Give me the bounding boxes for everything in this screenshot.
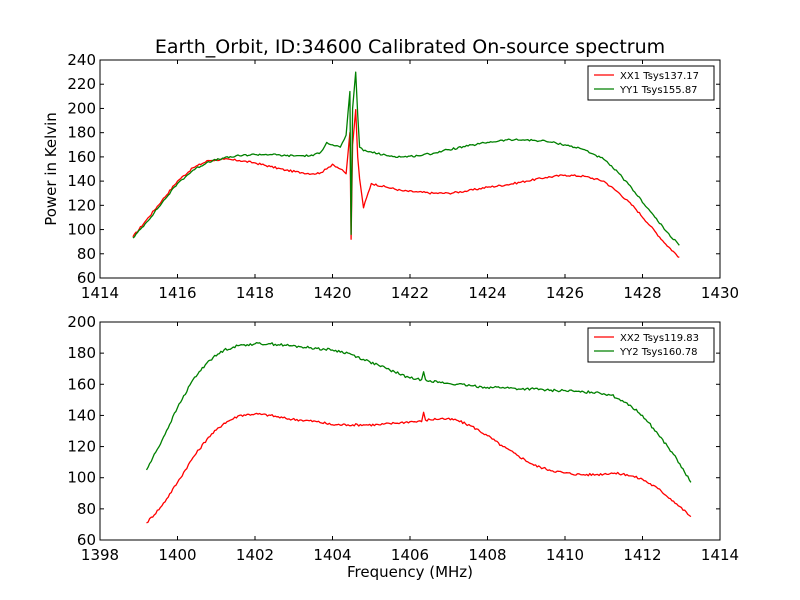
- y-tick-label: 120: [67, 438, 96, 456]
- y-tick-label: 140: [67, 406, 96, 424]
- x-tick-label: 1424: [468, 284, 506, 302]
- lower-plot: 1398 1400 1402 1404 1406 1408 1410 1412 1414 60 80…: [67, 313, 739, 564]
- x-tick-label: 1414: [81, 284, 119, 302]
- series-line-1: [132, 109, 680, 259]
- legend-entry-label: XX1 Tsys137.17: [620, 71, 699, 82]
- x-tick-label: 1426: [546, 284, 584, 302]
- legend-entry-label: YY1 Tsys155.87: [619, 85, 698, 96]
- y-tick-label: 100: [67, 469, 96, 487]
- x-tick-label: 1420: [313, 284, 351, 302]
- y-tick-label: 200: [67, 99, 96, 117]
- x-axis-label: Frequency (MHz): [347, 563, 473, 581]
- x-tick-label: 1430: [701, 284, 739, 302]
- x-tick-label: 1428: [623, 284, 661, 302]
- y-tick-label: 60: [77, 531, 96, 549]
- legend: XX2 Tsys119.83 YY2 Tsys160.78: [587, 327, 715, 363]
- x-tick-label: 1408: [468, 546, 506, 564]
- upper-plot: 1414 1416 1418 1420 1422 1424 1426 1428 1430 60 80…: [67, 51, 739, 302]
- x-tick-label: 1422: [391, 284, 429, 302]
- x-tick-label: 1398: [81, 546, 119, 564]
- y-tick-label: 180: [67, 344, 96, 362]
- legend: XX1 Tsys137.17 YY1 Tsys155.87: [587, 65, 715, 101]
- x-tick-label: 1412: [623, 546, 661, 564]
- legend-entry-label: XX2 Tsys119.83: [620, 333, 699, 344]
- y-tick-label: 180: [67, 124, 96, 142]
- y-tick-label: 60: [77, 269, 96, 287]
- y-tick-label: 240: [67, 51, 96, 69]
- y-tick-label: 160: [67, 375, 96, 393]
- series-line-2: [132, 71, 680, 246]
- x-tick-label: 1416: [158, 284, 196, 302]
- series-line-2: [145, 341, 692, 483]
- x-tick-label: 1404: [313, 546, 351, 564]
- chart-title: Earth_Orbit, ID:34600 Calibrated On-sour…: [155, 36, 665, 58]
- x-tick-label: 1418: [236, 284, 274, 302]
- x-tick-label: 1410: [546, 546, 584, 564]
- x-tick-label: 1402: [236, 546, 274, 564]
- legend-box: [587, 65, 715, 101]
- y-tick-label: 80: [77, 500, 96, 518]
- x-tick-label: 1406: [391, 546, 429, 564]
- series-line-1: [146, 411, 692, 524]
- y-tick-label: 200: [67, 313, 96, 331]
- y-tick-label: 100: [67, 221, 96, 239]
- legend-entry-label: YY2 Tsys160.78: [619, 347, 698, 358]
- y-tick-label: 80: [77, 245, 96, 263]
- y-tick-label: 120: [67, 196, 96, 214]
- y-tick-label: 140: [67, 172, 96, 190]
- y-tick-label: 160: [67, 148, 96, 166]
- y-tick-label: 220: [67, 75, 96, 93]
- legend-box: [587, 327, 715, 363]
- x-tick-label: 1400: [158, 546, 196, 564]
- x-tick-label: 1414: [701, 546, 739, 564]
- y-axis-label: Power in Kelvin: [42, 112, 60, 226]
